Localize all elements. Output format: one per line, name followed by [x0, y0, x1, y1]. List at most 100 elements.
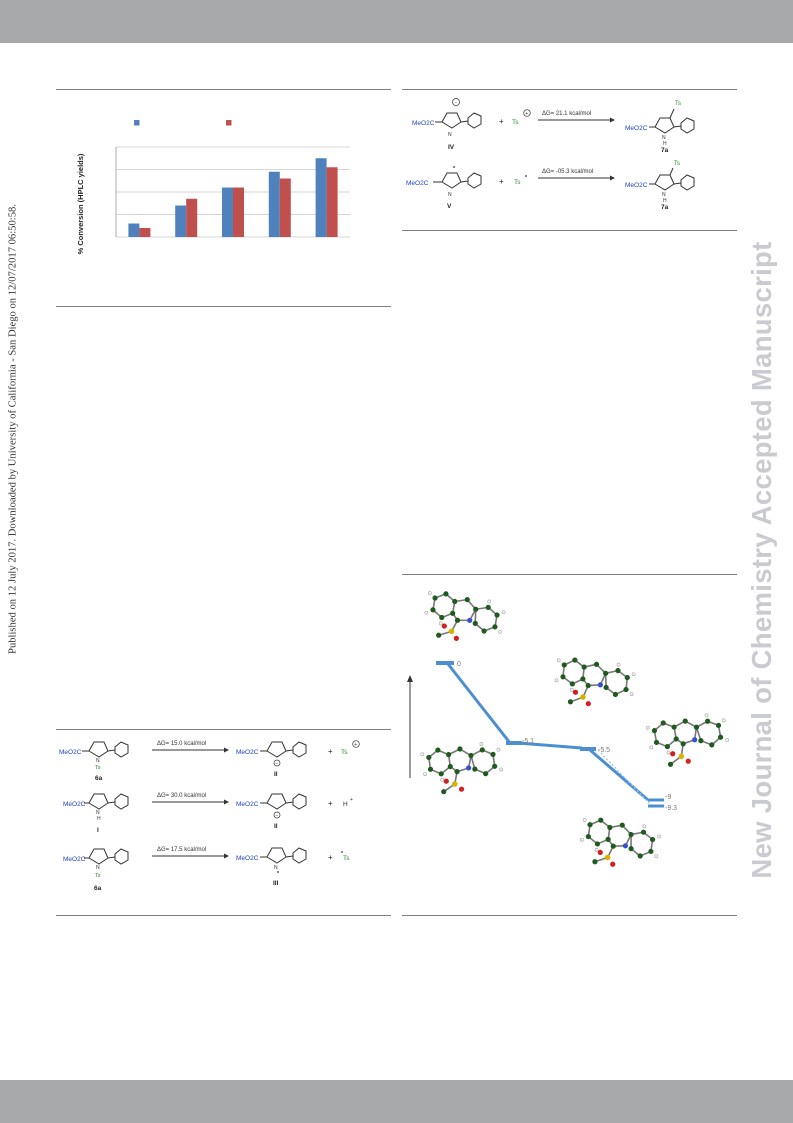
svg-text:N: N	[96, 758, 100, 764]
chart-legend	[134, 120, 232, 126]
svg-text:+: +	[354, 742, 357, 748]
svg-text:H: H	[663, 198, 667, 204]
label-7a-row2: 7a	[661, 204, 669, 211]
rule-profile-top	[402, 574, 737, 575]
svg-text:+: +	[328, 853, 333, 862]
structure-ts2	[644, 708, 733, 771]
svg-text:MeO2C: MeO2C	[236, 801, 259, 808]
bar-series-1-1	[128, 223, 140, 237]
rule-chart-bottom	[56, 306, 391, 307]
rule-scheme-right-top	[402, 89, 737, 90]
svg-text:-9: -9	[665, 794, 671, 801]
svg-text:+: +	[328, 799, 333, 808]
svg-text:N: N	[96, 810, 100, 816]
label-6a-row3: 6a	[94, 885, 102, 892]
manuscript-watermark: New Journal of Chemistry Accepted Manusc…	[746, 241, 777, 879]
bar-series-2-3	[233, 187, 244, 237]
svg-text:-5.5: -5.5	[598, 747, 610, 754]
svg-text:−: −	[275, 813, 278, 819]
header-band	[0, 0, 793, 43]
scheme-radical-ts: MeO2C − N IV + Ts + ΔG= 21.1 kcal/mol Ts…	[406, 98, 695, 211]
label-6a-row1: 6a	[95, 775, 103, 782]
label-IV: IV	[448, 144, 455, 151]
product-II-row1: MeO2C − II	[236, 741, 307, 778]
conversion-bar-chart: % Conversion (HPLC yields)	[76, 120, 350, 254]
svg-text:H: H	[663, 141, 667, 147]
reactant-6a-row1: MeO2C N Ts 6a	[59, 741, 129, 782]
level-0: 0	[436, 661, 461, 668]
bar-series-1-2	[175, 205, 187, 237]
svg-text:H: H	[97, 816, 101, 822]
dg-row2: ΔG= -05.3 kcal/mol	[542, 169, 593, 175]
reactant-6a-row3: MeO2C N Ts 6a	[63, 848, 129, 892]
svg-text:-9.3: -9.3	[665, 805, 677, 812]
bar-series-2-1	[139, 228, 151, 237]
svg-text:N: N	[448, 192, 452, 198]
svg-text:MeO2C: MeO2C	[625, 125, 648, 132]
svg-text:H: H	[343, 801, 348, 808]
bar-series-1-4	[268, 171, 280, 237]
structure-intermediate	[551, 654, 638, 712]
svg-text:Ts: Ts	[95, 873, 101, 879]
rule-scheme-left-bottom	[56, 915, 391, 916]
rule-chart-top	[56, 89, 391, 90]
svg-text:+: +	[328, 747, 333, 756]
rule-scheme-right-bottom	[402, 230, 737, 231]
y-axis-label: % Conversion (HPLC yields)	[76, 153, 85, 254]
footer-band	[0, 1080, 793, 1123]
svg-text:ΔG= 17.5 kcal/mol: ΔG= 17.5 kcal/mol	[157, 847, 206, 853]
svg-text:MeO2C: MeO2C	[63, 856, 86, 863]
legend-swatch-1	[134, 120, 140, 126]
svg-text:MeO2C: MeO2C	[236, 749, 259, 756]
svg-text:+: +	[499, 177, 504, 186]
svg-text:MeO2C: MeO2C	[236, 855, 259, 862]
svg-text:Ts: Ts	[675, 101, 681, 107]
bar-series-2-4	[279, 178, 291, 237]
level-minus-9: -9	[648, 794, 671, 802]
svg-text:−: −	[275, 761, 278, 767]
dg-row1: ΔG= 21.1 kcal/mol	[542, 111, 591, 117]
svg-text:0: 0	[457, 661, 461, 668]
svg-text:−: −	[455, 100, 458, 106]
ester-label-IV: MeO2C	[412, 120, 435, 127]
svg-text:MeO2C: MeO2C	[59, 749, 82, 756]
label-7a-row1: 7a	[661, 147, 669, 154]
bar-series-2-5	[326, 167, 338, 237]
structure-product	[576, 814, 663, 874]
svg-text:MeO2C: MeO2C	[625, 182, 648, 189]
rule-profile-bottom	[402, 915, 737, 916]
svg-text:N: N	[662, 135, 666, 141]
product-7a-row2: Ts MeO2C N H 7a	[625, 161, 695, 211]
scheme-bond-dissociation: MeO2C N Ts 6a ΔG= 15.0 kcal/mol MeO2C − …	[59, 740, 360, 892]
product-7a-row1: Ts MeO2C N H 7a	[625, 101, 695, 154]
structure-ts1	[419, 738, 506, 798]
svg-text:+: +	[350, 797, 353, 803]
legend-swatch-2	[226, 120, 232, 126]
bar-series-1-5	[315, 158, 327, 237]
svg-text:N: N	[448, 132, 452, 138]
svg-text:-5.1: -5.1	[522, 738, 534, 745]
pyrrole-radical-V: MeO2C N V	[406, 166, 482, 210]
level-minus-5-5: -5.5	[580, 747, 610, 754]
ts-reagent-1: Ts	[512, 119, 519, 126]
rule-scheme-left-top	[56, 729, 391, 730]
svg-text:MeO2C: MeO2C	[63, 801, 86, 808]
chart-bars	[128, 158, 338, 237]
energy-profile-diagram: 0 -5.1 -5.5 -9 -9.3	[407, 587, 733, 874]
pyrrole-anion-IV: MeO2C − N IV	[412, 98, 482, 151]
svg-text:II: II	[274, 771, 278, 778]
svg-text:Ts: Ts	[674, 161, 680, 167]
bar-series-1-3	[222, 187, 233, 237]
publication-note: Published on 12 July 2017. Downloaded by…	[7, 204, 19, 654]
svg-text:MeO2C: MeO2C	[406, 180, 429, 187]
level-minus-5-1: -5.1	[506, 738, 534, 745]
svg-text:Ts: Ts	[95, 765, 101, 771]
reactant-I-row2: MeO2C N H I	[63, 793, 129, 834]
ts-reagent-2: Ts	[514, 179, 521, 186]
structure-reactant	[420, 587, 508, 650]
svg-text:N: N	[662, 192, 666, 198]
level-minus-9-3: -9.3	[648, 804, 677, 812]
svg-text:II: II	[274, 823, 278, 830]
product-II-row2: MeO2C − II	[236, 793, 307, 830]
bar-series-2-2	[186, 198, 198, 237]
